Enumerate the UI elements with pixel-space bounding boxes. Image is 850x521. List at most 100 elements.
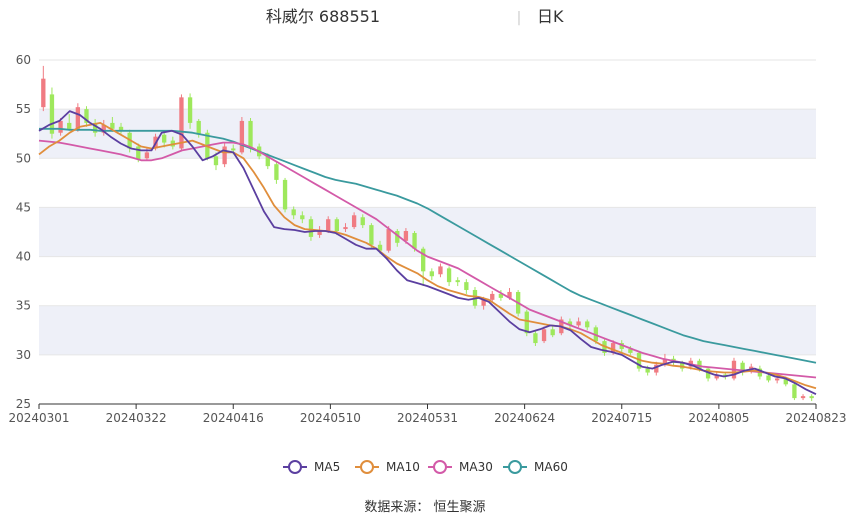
y-band [39,109,816,159]
candle-body [300,215,305,220]
chart-period: 日K [537,7,564,26]
candle-body [265,156,270,167]
candle [438,263,443,278]
candle-body [628,348,633,353]
candle-body [92,122,98,133]
legend-item-ma5[interactable]: MA5 [283,460,340,474]
y-tick-label: 30 [16,348,31,362]
candle-body [481,299,486,306]
x-tick-label: 20240805 [688,411,749,425]
candle [179,94,184,151]
candle-body [239,120,245,153]
candle [118,122,124,134]
candle [533,330,538,347]
candle-body [490,293,495,300]
candle-body [455,280,460,283]
candle-body [541,329,547,342]
legend-item-ma30[interactable]: MA30 [428,460,493,474]
candle-body [351,215,357,228]
candle-body [222,146,227,165]
candle-body [619,343,624,349]
candle [619,340,624,352]
candle [585,319,590,331]
candle-body [774,378,780,381]
legend-label: MA30 [459,460,493,474]
legend-item-ma10[interactable]: MA10 [355,460,420,474]
candle-body [809,396,814,399]
candle-body [386,229,391,251]
x-tick-label: 20240301 [8,411,69,425]
candle [792,382,797,401]
candle [429,268,434,281]
candle-body [585,321,590,328]
candle [576,317,581,328]
candle-body [524,311,529,334]
candle [187,93,193,129]
candle-body [49,94,55,134]
data-source: 数据来源： 恒生聚源 [364,500,485,515]
y-tick-label: 45 [16,200,31,214]
legend-swatch-circle [433,460,447,474]
candle [274,161,279,184]
candle-body [179,97,184,149]
candle-body [144,152,150,159]
y-tick-label: 25 [16,397,31,411]
y-tick-label: 40 [16,250,31,264]
y-bands [39,109,816,355]
candle-body [291,209,296,216]
candle-body [75,107,81,129]
candle-body [343,227,348,230]
candle [162,130,167,148]
candle-body [576,321,581,326]
candle-body [118,126,124,131]
candle-body [377,244,383,251]
candle [351,212,357,230]
candle-body [231,148,236,151]
candle [446,266,452,287]
candle-body [550,329,555,336]
candle-body [41,78,46,108]
candle-body [636,352,642,369]
candle-body [308,219,314,237]
ma10-line [38,122,817,390]
candle-body [507,291,512,298]
candle [455,277,460,287]
candle [809,394,814,402]
x-axis-ticks: 20240301 20240322 20240416 20240510 20240531… [8,404,847,425]
candle-body [783,378,788,385]
candle-body [317,230,322,235]
candle-body [567,321,573,326]
x-tick-label: 20240322 [106,411,167,425]
candle [636,350,642,372]
candle [343,223,348,232]
candle-body [248,120,253,149]
x-tick-label: 20240416 [203,411,264,425]
y-tick-label: 50 [16,151,31,165]
candle [369,223,374,249]
candle-body [274,164,279,180]
legend-swatch-circle [508,460,522,474]
candle-body [58,120,63,133]
candle-body [213,156,219,166]
candle [705,366,711,382]
candle-body [654,364,659,373]
candle [490,290,495,303]
candle [800,394,806,401]
y-band [39,305,816,355]
legend-item-ma60[interactable]: MA60 [503,460,568,474]
candle-body [67,122,72,129]
candle-body [282,179,288,210]
candle-body [498,293,504,298]
candle-body [412,232,417,249]
candle-body [680,362,685,369]
candle [300,211,305,224]
candle [360,214,365,229]
candle-body [446,268,452,283]
candle-body [369,225,374,245]
candle-body [464,282,469,290]
candle-body [395,231,400,243]
legend: MA5 MA10 MA30 MA60 [283,460,568,474]
legend-swatch-circle [288,460,302,474]
candle-body [429,271,434,277]
candle [654,361,659,376]
